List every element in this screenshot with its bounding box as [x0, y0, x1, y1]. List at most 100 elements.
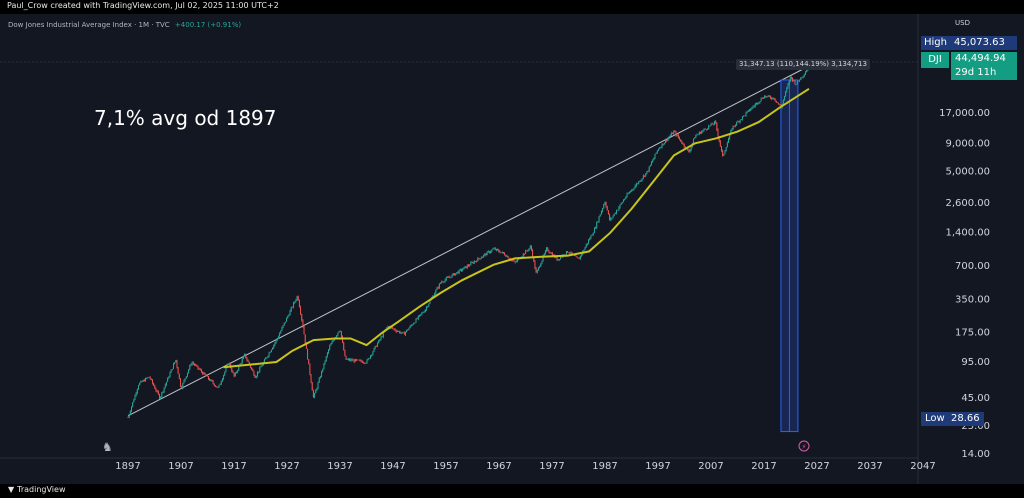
- candle-body: [698, 132, 700, 134]
- candle-body: [337, 332, 339, 336]
- candle-body: [435, 290, 437, 294]
- candle-body: [227, 364, 229, 365]
- candle-body: [371, 354, 373, 356]
- candle-body: [515, 261, 517, 263]
- candle-body: [425, 307, 427, 310]
- candle-body: [747, 109, 749, 112]
- candle-body: [790, 76, 792, 78]
- candle-body: [165, 381, 167, 385]
- price-tick-label: 1,400.00: [945, 228, 990, 239]
- candle-body: [386, 327, 388, 329]
- candle-body: [373, 348, 375, 352]
- candle-body: [736, 122, 738, 126]
- candle-body: [319, 376, 321, 379]
- candle-body: [225, 367, 227, 372]
- candle-body: [127, 417, 129, 418]
- candle-body: [298, 300, 300, 308]
- chart-area[interactable]: 17,000.00 9,000.00 5,000.00 2,600.00 1,400.0…: [0, 14, 1024, 484]
- candle-body: [363, 362, 365, 364]
- candle-body: [289, 310, 291, 316]
- candle-body: [217, 387, 219, 388]
- candle-body: [729, 134, 731, 139]
- candle-body: [550, 253, 552, 254]
- candle-body: [407, 329, 409, 331]
- symbol-legend[interactable]: Dow Jones Industrial Average Index · 1M …: [8, 18, 241, 32]
- candle-body: [380, 336, 382, 340]
- candle-body: [727, 138, 729, 143]
- price-axis[interactable]: 17,000.00 9,000.00 5,000.00 2,600.00 1,400.0…: [939, 108, 990, 460]
- price-tick-label: 45.00: [961, 393, 990, 404]
- candle-body: [331, 341, 333, 344]
- candle-body: [565, 251, 567, 255]
- candle-body: [301, 314, 303, 321]
- candle-body: [507, 256, 509, 259]
- candle-body: [437, 287, 439, 289]
- price-chart[interactable]: 17,000.00 9,000.00 5,000.00 2,600.00 1,400.0…: [0, 14, 1024, 484]
- candle-body: [469, 265, 471, 266]
- candle-body: [711, 123, 713, 125]
- candle-body: [737, 121, 739, 123]
- candle-body: [178, 373, 180, 379]
- candle-body: [137, 385, 139, 390]
- candle-body: [204, 372, 206, 375]
- candle-body: [364, 362, 366, 364]
- candle-body: [581, 254, 583, 256]
- trendline-layer[interactable]: [127, 65, 810, 417]
- candle-body: [730, 130, 732, 135]
- candle-body: [419, 314, 420, 316]
- candle-body: [733, 125, 735, 127]
- candle-body: [466, 265, 468, 268]
- annotation-text[interactable]: 7,1% avg od 1897: [94, 106, 277, 130]
- candle-body: [394, 329, 396, 331]
- candle-body: [474, 261, 476, 262]
- candle-body: [603, 204, 605, 209]
- time-tick-label: 1977: [539, 461, 564, 472]
- candle-body: [652, 160, 654, 163]
- candle-body: [480, 257, 482, 259]
- currency-label[interactable]: USD: [955, 19, 970, 27]
- candle-body: [202, 371, 204, 375]
- candle-body: [680, 139, 682, 142]
- candle-body: [543, 253, 545, 256]
- header-credit: Paul_Crow created with TradingView.com, …: [7, 1, 279, 10]
- candle-body: [750, 109, 752, 111]
- candle-body: [409, 325, 411, 328]
- candle-body: [350, 359, 352, 361]
- candle-body: [558, 259, 560, 260]
- candle-body: [661, 143, 663, 148]
- candle-body: [265, 358, 267, 360]
- price-tick-label: 175.00: [955, 328, 990, 339]
- footer-brand-text: TradingView: [17, 485, 66, 494]
- candle-body: [528, 248, 530, 251]
- candle-body: [708, 125, 710, 129]
- footer-brand[interactable]: ▼ TradingView: [8, 485, 66, 494]
- candle-body: [270, 349, 272, 352]
- candle-body: [241, 359, 243, 364]
- candle-body: [191, 362, 193, 365]
- candle-body: [669, 135, 671, 137]
- candle-body: [658, 149, 660, 151]
- candle-body: [609, 214, 611, 220]
- candle-body: [472, 262, 474, 264]
- candle-body: [287, 316, 289, 318]
- candle-body: [497, 249, 499, 251]
- candle-body: [423, 311, 425, 313]
- candle-body: [162, 391, 164, 393]
- date-range-layer[interactable]: [780, 79, 799, 433]
- candle-body: [183, 380, 185, 384]
- low-value: 28.66: [951, 413, 980, 424]
- candle-body: [146, 378, 148, 379]
- candle-body: [648, 166, 650, 172]
- candle-body: [134, 395, 136, 400]
- time-axis[interactable]: 1897 1907 1917 1927 1937 1947 1957 1967 1977 1987…: [115, 461, 935, 472]
- candle-body: [176, 360, 178, 368]
- candle-body: [238, 366, 240, 371]
- candle-body: [732, 125, 734, 130]
- candle-body: [232, 371, 234, 373]
- candle-body: [672, 133, 674, 134]
- candle-body: [775, 100, 777, 103]
- candle-body: [641, 178, 643, 180]
- candle-body: [716, 123, 718, 130]
- price-tick-label: 700.00: [955, 261, 990, 272]
- candle-body: [378, 340, 380, 344]
